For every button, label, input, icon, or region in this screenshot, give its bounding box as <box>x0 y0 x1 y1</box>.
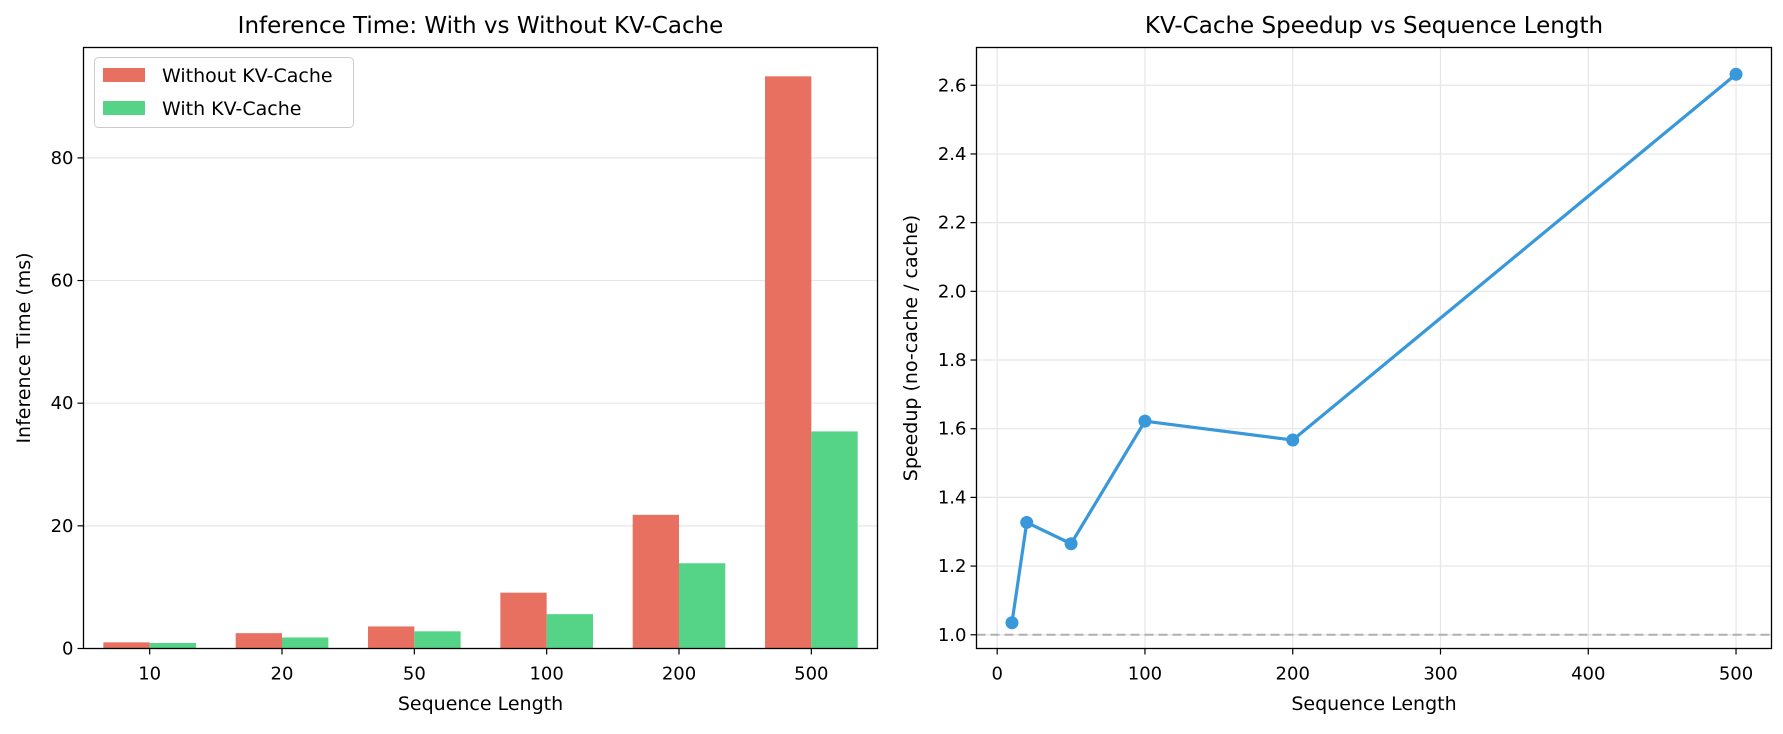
x-tick-label: 0 <box>991 664 1002 685</box>
x-axis-label: Sequence Length <box>1291 693 1456 715</box>
y-tick-label: 2.0 <box>938 281 967 302</box>
x-axis-ticks: 10 20 50 100 200 500 <box>138 648 829 685</box>
x-tick-label: 50 <box>403 664 426 685</box>
y-tick-label: 60 <box>51 271 74 292</box>
y-tick-label: 1.4 <box>938 487 967 508</box>
data-point-100 <box>1138 414 1152 428</box>
plot-frame <box>82 46 879 650</box>
bar-without-kv-cache-500 <box>765 76 812 649</box>
chart-title: Inference Time: With vs Without KV-Cache <box>238 13 724 39</box>
y-tick-label: 2.4 <box>938 144 967 165</box>
y-axis-label: Speedup (no-cache / cache) <box>900 215 922 481</box>
y-tick-label: 1.8 <box>938 350 967 371</box>
legend-frame <box>94 57 354 128</box>
y-tick-label: 1.0 <box>938 625 967 646</box>
y-axis-ticks: 1.0 1.2 1.4 1.6 1.8 2.0 2.2 2.4 2.6 <box>938 75 977 646</box>
data-points <box>1005 67 1743 630</box>
x-tick-label: 300 <box>1423 664 1457 685</box>
x-tick-label: 100 <box>1128 664 1162 685</box>
bar-with-kv-cache-10 <box>149 642 196 649</box>
y-tick-label: 1.6 <box>938 419 967 440</box>
data-point-10 <box>1005 616 1019 630</box>
bar-with-kv-cache-200 <box>679 563 726 649</box>
y-tick-label: 40 <box>51 393 74 414</box>
x-tick-label: 500 <box>794 664 828 685</box>
legend-swatch-with-kv-cache <box>103 101 145 115</box>
bar-without-kv-cache-200 <box>632 514 679 649</box>
speedup-series-line <box>1010 73 1738 623</box>
plot-frame <box>975 46 1773 650</box>
chart-title: KV-Cache Speedup vs Sequence Length <box>1145 13 1603 39</box>
bar-without-kv-cache-10 <box>103 642 150 649</box>
legend-label-without-kv-cache: Without KV-Cache <box>162 65 333 87</box>
data-point-200 <box>1286 433 1300 447</box>
y-tick-label: 80 <box>51 148 74 169</box>
legend: Without KV-Cache With KV-Cache <box>94 57 354 128</box>
x-tick-label: 400 <box>1571 664 1605 685</box>
bar-with-kv-cache-20 <box>282 637 329 649</box>
y-axis-label: Inference Time (ms) <box>13 252 35 443</box>
y-gridlines <box>83 157 878 527</box>
y-tick-label: 20 <box>51 516 74 537</box>
legend-label-with-kv-cache: With KV-Cache <box>162 98 301 120</box>
inference-time-bar-chart: Inference Time: With vs Without KV-Cache… <box>13 13 879 715</box>
x-tick-label: 200 <box>662 664 696 685</box>
y-tick-label: 2.2 <box>938 213 967 234</box>
x-tick-label: 10 <box>138 664 161 685</box>
data-point-500 <box>1729 67 1743 81</box>
x-axis-ticks: 0 100 200 300 400 500 <box>991 648 1753 685</box>
bar-with-kv-cache-500 <box>811 431 858 649</box>
x-axis-label: Sequence Length <box>398 693 563 715</box>
x-tick-label: 100 <box>529 664 563 685</box>
bar-with-kv-cache-50 <box>414 631 461 649</box>
gridlines <box>976 47 1772 649</box>
x-tick-label: 20 <box>271 664 294 685</box>
x-tick-label: 200 <box>1276 664 1310 685</box>
speedup-line-chart: KV-Cache Speedup vs Sequence Length 1.01… <box>900 13 1773 715</box>
y-tick-label: 2.6 <box>938 75 967 96</box>
legend-swatch-without-kv-cache <box>103 68 145 82</box>
y-tick-label: 1.2 <box>938 556 967 577</box>
bar-without-kv-cache-100 <box>500 592 547 649</box>
bar-without-kv-cache-20 <box>235 633 282 649</box>
y-tick-label: 0 <box>62 639 73 660</box>
bar-with-kv-cache-100 <box>546 614 593 649</box>
x-tick-label: 500 <box>1719 664 1753 685</box>
bar-without-kv-cache-50 <box>368 626 415 649</box>
data-point-20 <box>1020 515 1034 529</box>
bars <box>103 76 858 649</box>
data-point-50 <box>1064 537 1078 551</box>
y-axis-ticks: 0 20 40 60 80 <box>51 148 84 660</box>
